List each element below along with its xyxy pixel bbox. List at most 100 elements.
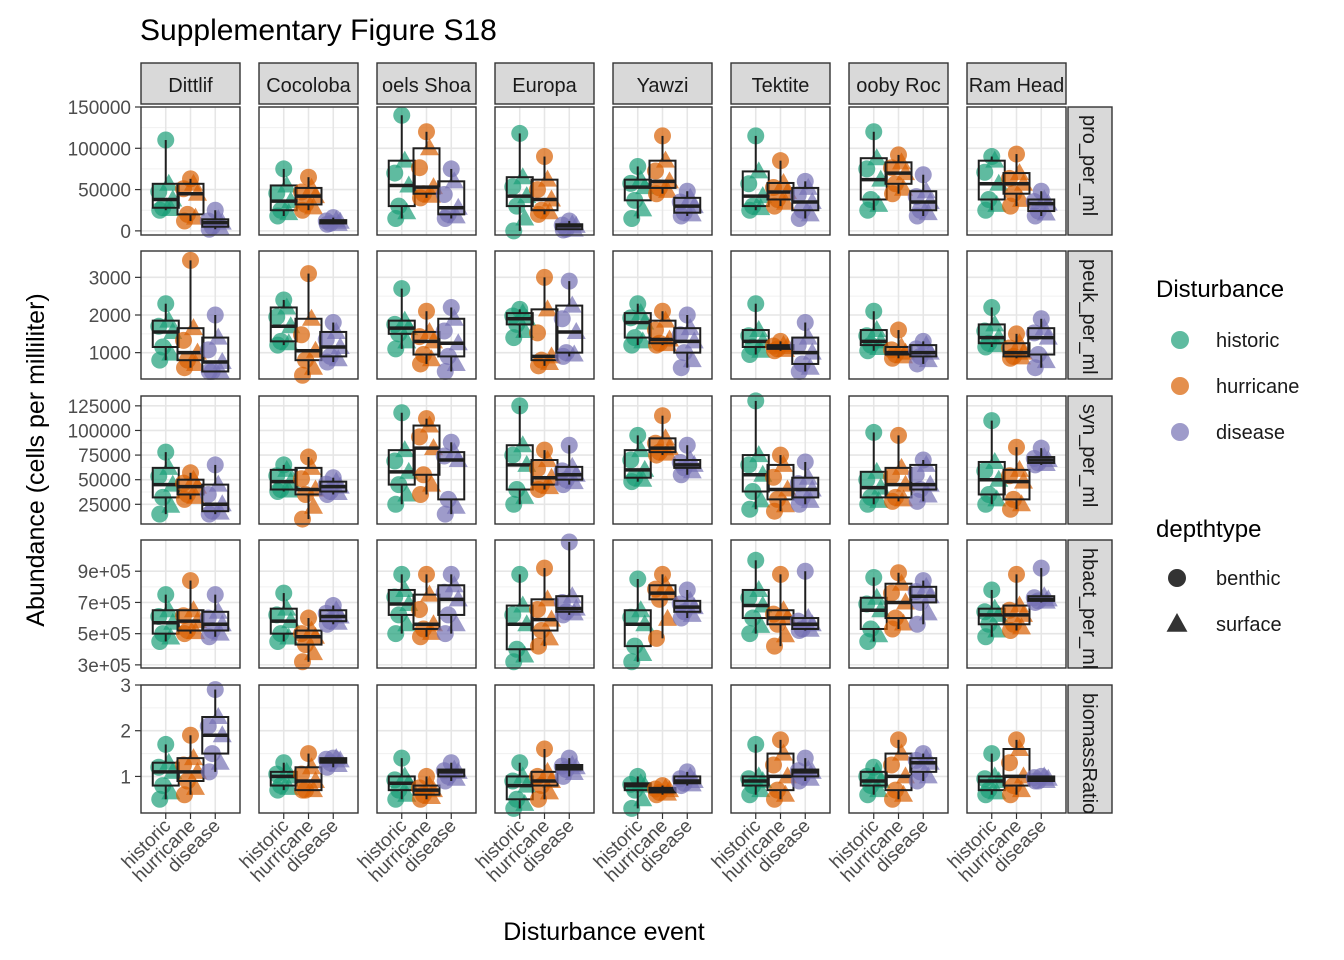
site-strip-label-clip: Yawzi [637, 75, 689, 97]
data-point-surface [444, 308, 464, 326]
panel-border [494, 106, 595, 236]
facet-panel [730, 106, 831, 236]
data-point-surface [774, 743, 793, 761]
data-point-surface [1010, 459, 1029, 477]
site-strip: oels Shoa [376, 62, 477, 105]
row-strip-label-clip: peuk_per_ml [1078, 259, 1100, 375]
data-point-surface [867, 320, 887, 338]
data-point-surface [656, 150, 675, 168]
y-tick-label: 2 [120, 722, 131, 743]
y-axis-label: Abundance (cells per milliliter) [22, 293, 50, 626]
data-point-benthic [765, 468, 782, 486]
box-iqr [791, 186, 820, 212]
box-iqr [505, 604, 534, 651]
data-point-surface [680, 450, 700, 467]
box-iqr [1002, 342, 1031, 358]
data-point-surface [892, 457, 911, 475]
chart-title: Supplementary Figure S18 [140, 14, 497, 47]
data-point-surface [302, 457, 321, 475]
data-point-surface [159, 457, 179, 475]
row-strip-label-clip: syn_per_ml [1078, 404, 1100, 507]
panel-border [376, 250, 477, 380]
data-point-benthic [648, 629, 665, 647]
panel-border [376, 395, 477, 525]
panel-border [140, 250, 241, 380]
panel-border [258, 250, 359, 380]
panel-border [258, 106, 359, 236]
data-point-surface [656, 575, 675, 593]
row-strip-label-clip: hbact_per_ml [1078, 548, 1100, 668]
box-iqr [555, 304, 584, 354]
site-strip-label-clip: ooby Roc [856, 75, 941, 97]
site-strip-bg [966, 62, 1067, 105]
box-iqr [530, 308, 559, 362]
facet-panel [494, 533, 595, 671]
y-tick-label: 3000 [89, 268, 131, 289]
facet-panel [258, 106, 359, 236]
data-point-surface [631, 169, 651, 187]
site-strip: ooby Roc [848, 62, 949, 105]
data-point-surface [513, 167, 533, 185]
box-iqr [648, 159, 677, 189]
data-point-surface [680, 318, 700, 336]
data-point-surface [798, 327, 818, 345]
legend-color-key [1171, 423, 1189, 441]
facet-panel [730, 392, 831, 525]
data-point-surface [538, 589, 557, 607]
facet-panel [612, 539, 713, 671]
data-point-benthic [199, 341, 217, 359]
data-point-surface [867, 461, 887, 479]
facet-panel [966, 684, 1067, 814]
site-strip: Tektite [730, 62, 831, 105]
facet-panel [730, 250, 831, 380]
y-tick-label: 100000 [68, 139, 131, 160]
panel-border [730, 539, 831, 669]
data-point-surface [395, 766, 415, 784]
row-strip-label: biomassRatio [1078, 693, 1100, 814]
data-point-surface [395, 440, 415, 458]
data-point-benthic [740, 175, 758, 193]
panel-border [848, 539, 949, 669]
panel-border [494, 539, 595, 669]
data-point-surface [184, 748, 203, 766]
panel-border [848, 395, 949, 525]
legend-color-label: historic [1216, 330, 1279, 352]
y-tick-label: 125000 [68, 397, 131, 418]
y-tick-label: 1 [120, 767, 131, 788]
row-strip-bg [1067, 395, 1113, 525]
data-point-benthic [411, 159, 428, 177]
data-point-surface [444, 171, 464, 189]
data-point-surface [631, 440, 651, 458]
box-iqr [623, 609, 652, 648]
data-point-surface [159, 173, 179, 191]
data-point-surface [749, 445, 769, 463]
data-point-surface [513, 435, 533, 453]
data-point-surface [749, 579, 769, 597]
site-strip-label-clip: oels Shoa [382, 75, 472, 97]
data-point-surface [798, 608, 818, 626]
data-point-surface [208, 707, 228, 724]
data-point-surface [538, 169, 557, 187]
site-strip: Dittlif [140, 62, 241, 105]
facet-panel [494, 395, 595, 525]
box-iqr [437, 317, 466, 358]
y-tick-label: 0 [120, 222, 131, 243]
facet-panel [612, 395, 713, 525]
box-iqr [909, 344, 938, 358]
facet-panel [376, 250, 477, 380]
site-strip-label-clip: Europa [512, 75, 577, 97]
box-iqr [1002, 748, 1031, 787]
data-point-surface [985, 766, 1005, 784]
box-iqr [151, 761, 180, 787]
box-iqr [201, 336, 230, 373]
box-iqr [977, 775, 1006, 792]
facet-panel [848, 539, 949, 669]
site-strip-label: oels Shoa [382, 75, 472, 97]
legend: Disturbance depthtype historic hurricane d… [1156, 276, 1299, 636]
box-iqr [176, 182, 205, 216]
y-tick-label: 1000 [89, 344, 131, 365]
box-iqr [269, 306, 298, 343]
legend-shape-key-circle [1168, 569, 1186, 587]
data-point-benthic [1001, 754, 1018, 772]
